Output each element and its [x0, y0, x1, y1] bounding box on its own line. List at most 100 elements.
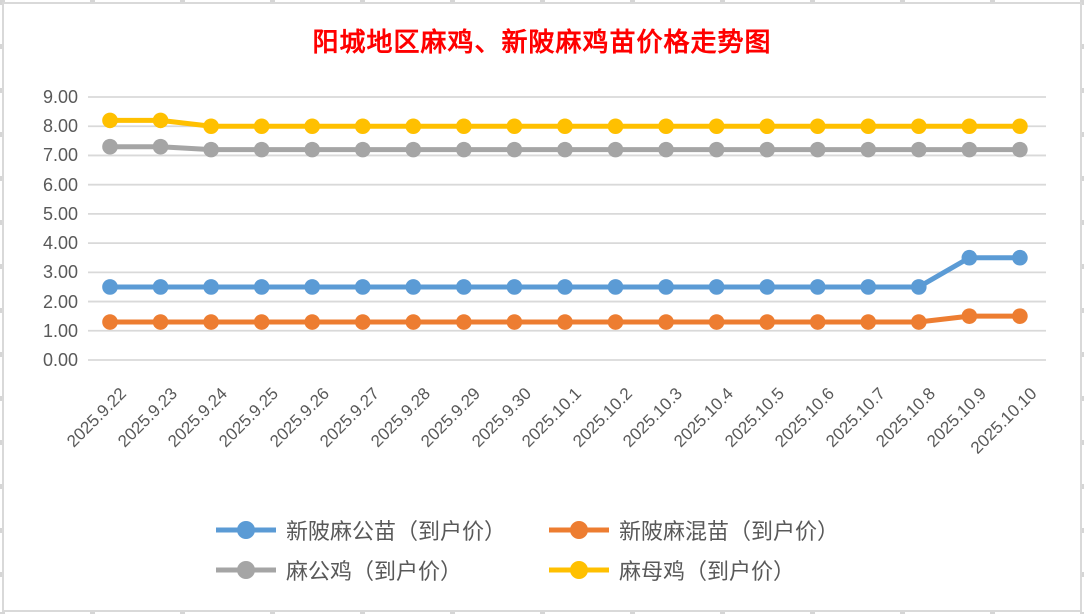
data-point — [658, 118, 674, 135]
data-point — [506, 118, 523, 135]
data-point — [253, 141, 270, 158]
y-axis-tick-label: 4.00 — [42, 233, 78, 254]
legend-label: 麻母鸡（到户价） — [619, 559, 796, 584]
data-point — [809, 279, 826, 295]
data-point — [102, 314, 118, 330]
data-point — [607, 141, 624, 158]
y-axis-tick-label: 6.00 — [42, 174, 78, 195]
data-point — [304, 314, 321, 330]
data-point — [809, 118, 826, 135]
data-point — [708, 314, 725, 330]
data-point — [860, 314, 877, 330]
data-point — [506, 314, 523, 330]
data-point — [607, 279, 624, 295]
series-0 — [102, 249, 1028, 295]
data-point — [809, 314, 826, 330]
data-point — [961, 249, 978, 266]
data-point — [911, 314, 927, 330]
data-point — [405, 279, 422, 295]
y-axis-tick-label: 0.00 — [42, 350, 78, 370]
legend-item-0: 新陂麻公苗（到户价） — [215, 517, 507, 544]
legend-label: 新陂麻混苗（到户价） — [619, 519, 840, 544]
y-axis-tick-label: 1.00 — [42, 320, 78, 341]
series-1 — [102, 308, 1028, 330]
y-axis-tick-label: 8.00 — [42, 116, 78, 137]
y-axis-tick-label: 9.00 — [42, 87, 78, 108]
legend-line-marker-icon — [215, 559, 277, 581]
data-point — [708, 279, 725, 295]
data-point — [708, 118, 725, 135]
data-point — [152, 279, 169, 295]
data-point — [961, 118, 978, 135]
legend-line-marker-icon — [548, 519, 610, 541]
data-point — [658, 279, 674, 295]
data-point — [658, 314, 674, 330]
data-point — [911, 279, 927, 295]
data-point — [203, 118, 219, 135]
data-point — [354, 279, 371, 295]
data-point — [759, 314, 775, 330]
data-point — [961, 141, 978, 158]
chart-title: 阳城地区麻鸡、新陂麻鸡苗价格走势图 — [312, 28, 772, 57]
data-point — [304, 141, 321, 158]
data-point — [658, 141, 674, 158]
data-point — [961, 308, 978, 324]
data-point — [405, 314, 422, 330]
data-point — [759, 279, 775, 295]
data-point — [557, 279, 573, 295]
data-point — [152, 314, 169, 330]
data-point — [203, 279, 219, 295]
data-point — [911, 141, 927, 158]
data-point — [809, 141, 826, 158]
data-point — [354, 141, 371, 158]
data-point — [506, 141, 523, 158]
y-axis-tick-label: 5.00 — [42, 203, 78, 224]
data-point — [759, 141, 775, 158]
data-point — [708, 141, 725, 158]
data-point — [759, 118, 775, 135]
data-point — [354, 314, 371, 330]
data-point — [203, 314, 219, 330]
data-point — [152, 138, 169, 155]
data-point — [456, 279, 472, 295]
legend-item-1: 新陂麻混苗（到户价） — [548, 517, 840, 544]
legend-item-2: 麻公鸡（到户价） — [215, 557, 463, 584]
data-point — [1012, 308, 1028, 324]
legend-label: 麻公鸡（到户价） — [286, 559, 463, 584]
data-point — [456, 118, 472, 135]
data-point — [860, 141, 877, 158]
data-point — [607, 118, 624, 135]
legend-item-3: 麻母鸡（到户价） — [548, 557, 796, 584]
data-point — [405, 141, 422, 158]
legend-line-marker-icon — [548, 559, 610, 581]
data-point — [456, 314, 472, 330]
data-point — [557, 118, 573, 135]
y-axis-tick-label: 2.00 — [42, 291, 78, 312]
data-point — [102, 112, 118, 129]
series-3 — [102, 112, 1028, 135]
data-point — [405, 118, 422, 135]
data-point — [203, 141, 219, 158]
series-2 — [102, 138, 1028, 158]
data-point — [506, 279, 523, 295]
legend-label: 新陂麻公苗（到户价） — [286, 519, 507, 544]
data-point — [253, 118, 270, 135]
data-point — [354, 118, 371, 135]
y-axis-tick-label: 3.00 — [42, 262, 78, 283]
data-point — [304, 118, 321, 135]
data-point — [152, 112, 169, 129]
data-point — [557, 314, 573, 330]
data-point — [911, 118, 927, 135]
data-point — [253, 314, 270, 330]
data-point — [102, 279, 118, 295]
legend-line-marker-icon — [215, 519, 277, 541]
y-axis-tick-label: 7.00 — [42, 145, 78, 166]
data-point — [607, 314, 624, 330]
data-point — [456, 141, 472, 158]
data-point — [102, 138, 118, 155]
data-point — [860, 118, 877, 135]
data-point — [1012, 249, 1028, 266]
data-point — [860, 279, 877, 295]
